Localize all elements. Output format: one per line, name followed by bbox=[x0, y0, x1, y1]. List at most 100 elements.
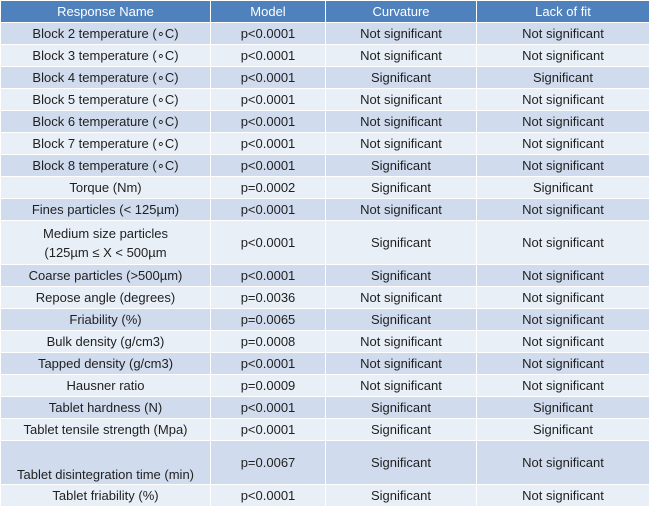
cell: p<0.0001 bbox=[210, 110, 326, 133]
cell: Significant bbox=[325, 220, 477, 265]
table-row: Tablet disintegration time (min) p=0.0067… bbox=[0, 440, 649, 485]
cell: Not significant bbox=[476, 220, 649, 265]
cell: Not significant bbox=[325, 44, 477, 67]
cell: Not significant bbox=[325, 22, 477, 45]
row-label: Coarse particles (>500µm) bbox=[0, 264, 211, 287]
header-cell: Model bbox=[210, 0, 326, 23]
cell: p<0.0001 bbox=[210, 484, 326, 507]
cell: Significant bbox=[325, 440, 477, 485]
row-label: Block 2 temperature (∘C) bbox=[0, 22, 211, 45]
row-label: Tablet friability (%) bbox=[0, 484, 211, 507]
row-label: Medium size particles (125µm ≤ X < 500µm bbox=[0, 220, 211, 265]
cell: p=0.0009 bbox=[210, 374, 326, 397]
cell: Not significant bbox=[325, 132, 477, 155]
cell: p=0.0065 bbox=[210, 308, 326, 331]
cell: p<0.0001 bbox=[210, 352, 326, 375]
header-row: Response Name Model Curvature Lack of fit bbox=[0, 0, 649, 23]
cell: Significant bbox=[476, 396, 649, 419]
cell: p<0.0001 bbox=[210, 264, 326, 287]
row-label: Tablet tensile strength (Mpa) bbox=[0, 418, 211, 441]
row-label: Block 5 temperature (∘C) bbox=[0, 88, 211, 111]
cell: Not significant bbox=[476, 154, 649, 177]
header-cell: Curvature bbox=[325, 0, 477, 23]
cell: Not significant bbox=[476, 88, 649, 111]
table-row: Friability (%) p=0.0065 Significant Not sig… bbox=[0, 308, 649, 331]
cell: p=0.0067 bbox=[210, 440, 326, 485]
cell: Significant bbox=[325, 176, 477, 199]
table-row: Coarse particles (>500µm) p<0.0001 Signifi… bbox=[0, 264, 649, 287]
table-row: Tapped density (g/cm3) p<0.0001 Not signif… bbox=[0, 352, 649, 375]
cell: Not significant bbox=[476, 264, 649, 287]
cell: Significant bbox=[325, 264, 477, 287]
cell: Significant bbox=[325, 154, 477, 177]
row-label: Fines particles (< 125µm) bbox=[0, 198, 211, 221]
cell: Not significant bbox=[476, 132, 649, 155]
cell: p<0.0001 bbox=[210, 198, 326, 221]
row-label: Block 3 temperature (∘C) bbox=[0, 44, 211, 67]
cell: p=0.0036 bbox=[210, 286, 326, 309]
table-row: Bulk density (g/cm3) p=0.0008 Not signific… bbox=[0, 330, 649, 353]
row-label: Block 4 temperature (∘C) bbox=[0, 66, 211, 89]
cell: Not significant bbox=[476, 286, 649, 309]
row-label: Block 8 temperature (∘C) bbox=[0, 154, 211, 177]
row-label: Hausner ratio bbox=[0, 374, 211, 397]
cell: p<0.0001 bbox=[210, 220, 326, 265]
cell: Significant bbox=[325, 66, 477, 89]
table-row: Block 4 temperature (∘C) p<0.0001 Signific… bbox=[0, 66, 649, 89]
row-label: Friability (%) bbox=[0, 308, 211, 331]
cell: p<0.0001 bbox=[210, 396, 326, 419]
cell: Not significant bbox=[325, 286, 477, 309]
cell: p<0.0001 bbox=[210, 66, 326, 89]
row-label: Block 7 temperature (∘C) bbox=[0, 132, 211, 155]
cell: p<0.0001 bbox=[210, 22, 326, 45]
cell: p=0.0002 bbox=[210, 176, 326, 199]
row-label: Block 6 temperature (∘C) bbox=[0, 110, 211, 133]
row-label: Bulk density (g/cm3) bbox=[0, 330, 211, 353]
cell: Not significant bbox=[325, 352, 477, 375]
cell: Significant bbox=[325, 308, 477, 331]
cell: Not significant bbox=[476, 44, 649, 67]
cell: Not significant bbox=[476, 110, 649, 133]
cell: Significant bbox=[325, 396, 477, 419]
cell: Significant bbox=[476, 176, 649, 199]
table-row: Repose angle (degrees) p=0.0036 Not signif… bbox=[0, 286, 649, 309]
cell: Not significant bbox=[325, 330, 477, 353]
cell: Significant bbox=[325, 484, 477, 507]
table-row: Tablet friability (%) p<0.0001 Significant… bbox=[0, 484, 649, 507]
table-row: Hausner ratio p=0.0009 Not significant Not … bbox=[0, 374, 649, 397]
header-cell: Lack of fit bbox=[476, 0, 649, 23]
table-row: Block 2 temperature (∘C) p<0.0001 Not sign… bbox=[0, 22, 649, 45]
row-label: Tablet disintegration time (min) bbox=[0, 440, 211, 485]
cell: Not significant bbox=[476, 330, 649, 353]
cell: Not significant bbox=[476, 352, 649, 375]
cell: Not significant bbox=[325, 88, 477, 111]
table-row: Tablet tensile strength (Mpa) p<0.0001 Sig… bbox=[0, 418, 649, 441]
cell: p<0.0001 bbox=[210, 44, 326, 67]
cell: p<0.0001 bbox=[210, 88, 326, 111]
cell: Not significant bbox=[325, 374, 477, 397]
cell: p<0.0001 bbox=[210, 132, 326, 155]
table-row: Medium size particles (125µm ≤ X < 500µm… bbox=[0, 220, 649, 265]
table-row: Block 5 temperature (∘C) p<0.0001 Not sign… bbox=[0, 88, 649, 111]
row-label: Repose angle (degrees) bbox=[0, 286, 211, 309]
cell: p<0.0001 bbox=[210, 154, 326, 177]
table-row: Tablet hardness (N) p<0.0001 Significant Si… bbox=[0, 396, 649, 419]
cell: Not significant bbox=[476, 308, 649, 331]
table-row: Torque (Nm) p=0.0002 Significant Significan… bbox=[0, 176, 649, 199]
row-label: Torque (Nm) bbox=[0, 176, 211, 199]
cell: p=0.0008 bbox=[210, 330, 326, 353]
cell: Not significant bbox=[476, 440, 649, 485]
cell: Not significant bbox=[476, 374, 649, 397]
cell: Not significant bbox=[476, 22, 649, 45]
row-label: Tablet hardness (N) bbox=[0, 396, 211, 419]
table-row: Block 8 temperature (∘C) p<0.0001 Signific… bbox=[0, 154, 649, 177]
cell: Significant bbox=[325, 418, 477, 441]
table-row: Block 6 temperature (∘C) p<0.0001 Not sign… bbox=[0, 110, 649, 133]
cell: Significant bbox=[476, 418, 649, 441]
cell: Significant bbox=[476, 66, 649, 89]
table-row: Fines particles (< 125µm) p<0.0001 Not sig… bbox=[0, 198, 649, 221]
cell: Not significant bbox=[476, 484, 649, 507]
header-cell: Response Name bbox=[0, 0, 211, 23]
cell: Not significant bbox=[325, 198, 477, 221]
